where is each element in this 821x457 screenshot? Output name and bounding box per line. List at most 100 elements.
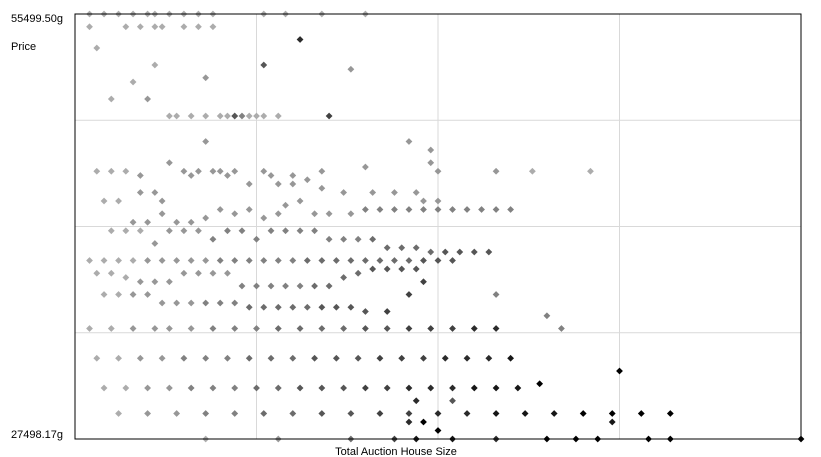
data-point xyxy=(325,210,333,218)
data-point xyxy=(107,227,115,235)
data-point xyxy=(427,159,435,167)
data-point xyxy=(107,95,115,103)
data-point xyxy=(362,163,369,171)
data-point xyxy=(245,112,253,120)
data-point xyxy=(666,410,674,417)
data-point xyxy=(296,197,304,205)
data-point xyxy=(303,303,311,311)
data-point xyxy=(311,282,318,290)
data-point xyxy=(115,410,122,417)
data-point xyxy=(231,410,239,417)
data-point xyxy=(492,167,500,175)
data-point xyxy=(260,214,268,222)
data-point xyxy=(441,354,449,362)
data-point xyxy=(245,303,253,311)
data-point xyxy=(296,36,304,43)
data-point xyxy=(434,410,442,417)
x-axis-title: Total Auction House Size xyxy=(335,446,457,457)
data-point xyxy=(202,112,210,120)
data-point xyxy=(282,201,289,209)
data-point xyxy=(383,384,391,392)
data-point xyxy=(136,354,144,362)
data-point xyxy=(209,167,217,175)
data-point xyxy=(260,112,268,120)
data-point xyxy=(514,384,522,392)
grid-lines xyxy=(75,14,801,439)
data-point xyxy=(122,274,130,281)
data-point xyxy=(151,189,159,196)
data-point xyxy=(107,167,115,175)
data-point xyxy=(616,367,623,375)
data-point xyxy=(296,227,304,235)
data-point xyxy=(318,257,326,264)
data-point xyxy=(412,189,420,196)
data-point xyxy=(144,384,151,392)
data-point xyxy=(267,354,275,362)
data-point xyxy=(165,159,173,167)
data-point xyxy=(434,167,442,175)
data-point xyxy=(144,410,151,417)
data-point xyxy=(136,172,144,179)
data-point xyxy=(216,257,224,264)
data-point xyxy=(93,44,101,52)
data-point xyxy=(325,235,333,243)
data-point xyxy=(405,384,413,392)
data-point xyxy=(434,257,442,264)
data-point xyxy=(144,291,151,298)
data-point xyxy=(492,325,500,332)
data-point xyxy=(405,291,413,298)
data-point xyxy=(420,206,427,213)
data-point xyxy=(318,184,326,192)
data-point xyxy=(173,257,181,264)
data-point xyxy=(340,274,348,281)
data-point xyxy=(151,325,159,332)
data-point xyxy=(325,282,333,290)
data-point xyxy=(318,410,326,417)
data-point xyxy=(245,354,253,362)
data-point xyxy=(129,325,137,332)
data-point xyxy=(427,384,435,392)
data-point xyxy=(362,206,369,213)
data-point xyxy=(115,291,122,298)
y-axis-title: Price xyxy=(11,41,36,53)
data-point xyxy=(86,257,93,264)
data-point xyxy=(492,206,500,213)
data-point xyxy=(224,269,231,277)
data-point xyxy=(420,197,427,205)
data-point xyxy=(405,418,413,426)
data-point xyxy=(165,384,173,392)
data-point xyxy=(136,189,144,196)
data-point xyxy=(187,112,195,120)
data-point xyxy=(180,269,188,277)
data-point xyxy=(231,384,239,392)
data-point xyxy=(180,354,188,362)
data-point xyxy=(296,325,304,332)
data-point xyxy=(158,299,166,307)
y-axis-min-label: 27498.17g xyxy=(11,429,63,441)
data-point xyxy=(434,206,442,213)
data-point xyxy=(289,180,297,188)
data-point xyxy=(318,325,326,332)
data-point xyxy=(383,265,391,273)
data-point xyxy=(318,167,326,175)
data-point xyxy=(449,325,456,332)
data-point xyxy=(165,227,173,235)
data-point xyxy=(303,176,311,184)
data-point xyxy=(449,384,456,392)
data-point xyxy=(267,227,275,235)
data-point xyxy=(362,384,369,392)
data-point xyxy=(449,397,456,405)
data-point xyxy=(195,269,202,277)
data-point xyxy=(253,325,260,332)
data-point xyxy=(231,112,239,120)
data-point xyxy=(528,167,536,175)
data-point xyxy=(202,299,210,307)
data-point xyxy=(303,257,311,264)
data-point xyxy=(136,227,144,235)
data-point xyxy=(224,112,231,120)
data-point xyxy=(151,61,159,69)
data-point xyxy=(441,248,449,256)
data-point xyxy=(253,235,260,243)
data-point xyxy=(347,210,355,218)
